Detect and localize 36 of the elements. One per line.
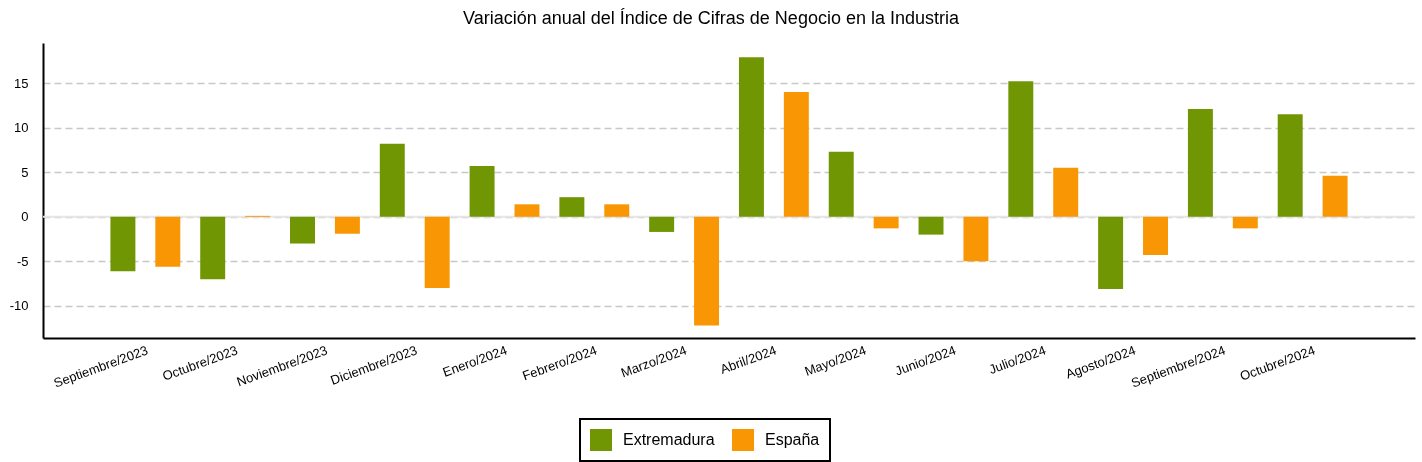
y-tick-label: 15 xyxy=(14,75,29,91)
bar xyxy=(828,151,854,217)
bar xyxy=(1322,175,1348,217)
bar xyxy=(200,216,226,280)
bar xyxy=(379,143,405,217)
y-tick-label: 5 xyxy=(21,164,29,180)
bar xyxy=(1053,167,1079,217)
y-tick-label: 0 xyxy=(21,209,29,225)
bar xyxy=(649,216,675,232)
bar xyxy=(918,216,944,235)
bar xyxy=(738,57,764,217)
bar xyxy=(290,216,315,244)
bar xyxy=(783,92,809,217)
bar xyxy=(155,216,181,267)
bar xyxy=(963,216,989,262)
bar xyxy=(873,216,899,229)
chart-title: Variación anual del Índice de Cifras de Negocio en la Industria xyxy=(463,8,960,28)
bar xyxy=(514,204,540,217)
bar xyxy=(559,197,585,217)
bar xyxy=(1098,216,1124,289)
bar xyxy=(1232,216,1258,229)
legend-label: España xyxy=(765,431,820,448)
y-tick-label: 10 xyxy=(14,120,29,136)
legend-label: Extremadura xyxy=(623,431,715,448)
bar xyxy=(1143,216,1168,256)
bar xyxy=(469,165,495,217)
bar xyxy=(110,216,136,272)
bar xyxy=(334,216,360,234)
bar xyxy=(1187,108,1213,217)
bar xyxy=(1008,81,1034,217)
y-tick-label: -10 xyxy=(9,298,29,314)
y-tick-label: -5 xyxy=(16,253,29,269)
bar xyxy=(694,216,720,326)
bar xyxy=(424,216,450,289)
bar xyxy=(604,204,630,217)
bar xyxy=(1277,114,1303,217)
